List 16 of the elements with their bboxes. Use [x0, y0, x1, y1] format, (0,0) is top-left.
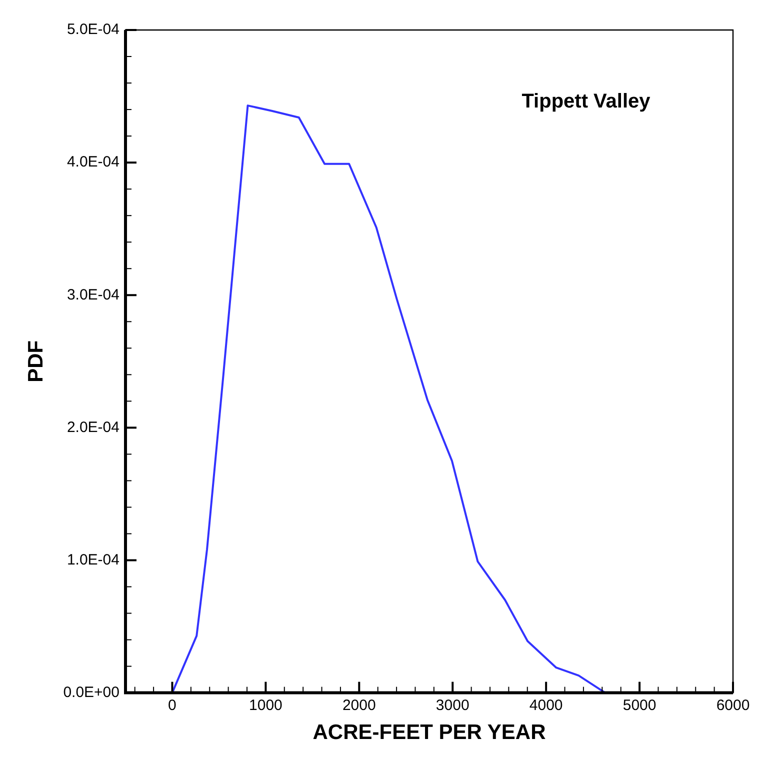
y-tick-label: 2.0E-04	[66, 418, 120, 436]
y-tick-label: 5.0E-04	[66, 21, 120, 38]
y-tick-label: 0.0E+00	[63, 684, 120, 701]
x-tick-label: 4000	[529, 696, 563, 714]
x-tick-label: 6000	[716, 696, 750, 714]
x-tick-label: 1000	[249, 696, 282, 714]
x-axis-title: ACRE-FEET PER YEAR	[312, 721, 546, 744]
x-tick-label: 0	[168, 696, 176, 714]
x-tick-label: 5000	[622, 696, 656, 714]
y-tick-label: 3.0E-04	[66, 286, 120, 304]
y-axis-title: PDF	[24, 340, 48, 382]
x-tick-label: 3000	[436, 696, 470, 714]
y-tick-label: 1.0E-04	[66, 551, 120, 568]
x-tick-label: 2000	[342, 696, 376, 714]
text: Tippett Valley	[522, 90, 652, 113]
y-tick-label: 4.0E-04	[66, 154, 120, 171]
